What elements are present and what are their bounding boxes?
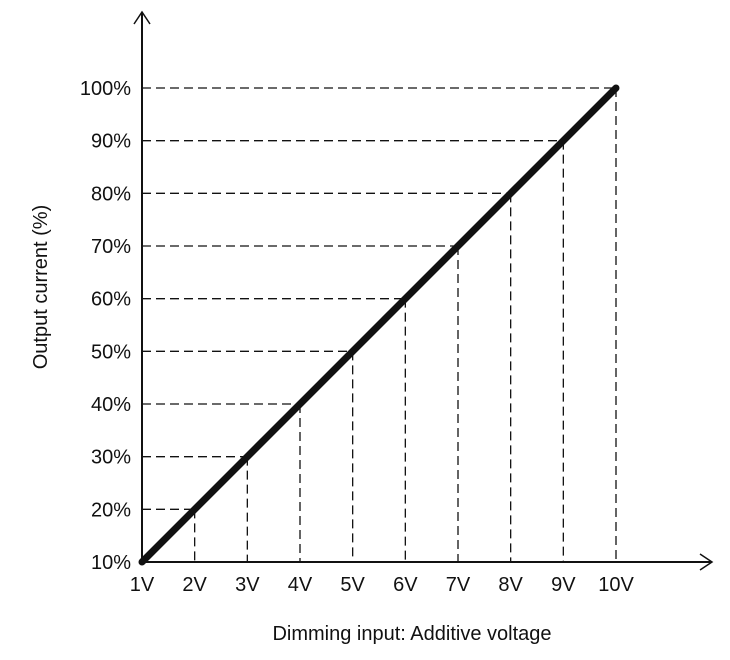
x-tick-label: 10V [598, 574, 634, 596]
y-tick-label: 70% [91, 236, 131, 258]
x-tick-label: 2V [182, 574, 207, 596]
y-axis-arrow [133, 10, 151, 25]
y-tick-label: 30% [91, 447, 131, 469]
x-tick-label: 4V [288, 574, 313, 596]
x-axis-label: Dimming input: Additive voltage [272, 623, 551, 645]
x-tick-label: 6V [393, 574, 418, 596]
x-tick-label: 5V [340, 574, 365, 596]
x-tick-label: 3V [235, 574, 260, 596]
x-tick-label: 8V [498, 574, 523, 596]
y-tick-label: 80% [91, 183, 131, 205]
x-tick-label: 7V [446, 574, 471, 596]
series-line [138, 84, 620, 566]
y-tick-label: 100% [80, 78, 131, 100]
x-tick-label: 1V [130, 574, 155, 596]
y-tick-label: 60% [91, 289, 131, 311]
y-tick-label: 20% [91, 499, 131, 521]
x-axis-arrow [699, 553, 714, 571]
x-tick-label: 9V [551, 574, 576, 596]
y-tick-label: 50% [91, 341, 131, 363]
y-tick-label: 10% [91, 552, 131, 574]
y-axis-label: Output current (%) [30, 205, 52, 370]
y-tick-label: 90% [91, 131, 131, 153]
y-tick-label: 40% [91, 394, 131, 416]
